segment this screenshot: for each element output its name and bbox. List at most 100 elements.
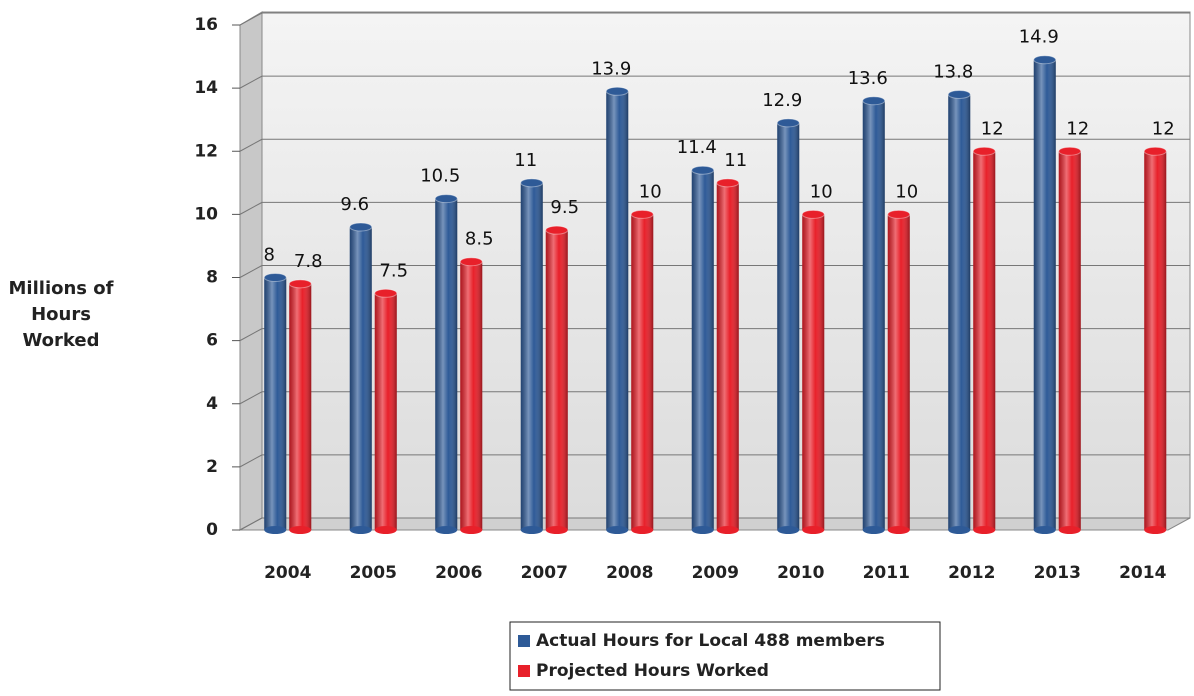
bar-shade bbox=[289, 283, 312, 530]
x-tick-label: 2008 bbox=[606, 563, 653, 583]
bar-top bbox=[459, 257, 483, 267]
y-tick-label: 16 bbox=[194, 15, 218, 35]
bar-base bbox=[606, 526, 629, 534]
value-label: 12.9 bbox=[762, 90, 802, 111]
bar-top bbox=[605, 86, 629, 96]
bar-shade bbox=[887, 214, 910, 530]
legend: Actual Hours for Local 488 members Projec… bbox=[509, 621, 941, 691]
x-tick-label: 2004 bbox=[264, 563, 311, 583]
y-tick-label: 10 bbox=[194, 204, 218, 224]
bar-top bbox=[801, 209, 825, 219]
value-label: 14.9 bbox=[1019, 27, 1059, 48]
grid-line bbox=[239, 201, 263, 215]
bar-top bbox=[691, 165, 715, 175]
bar-shade bbox=[1058, 151, 1081, 530]
bar-top bbox=[520, 178, 544, 188]
bar-top bbox=[716, 178, 740, 188]
bar-base bbox=[460, 526, 483, 534]
bar-shade bbox=[691, 170, 714, 530]
value-label: 12 bbox=[981, 118, 1004, 139]
bar-base bbox=[862, 526, 885, 534]
bar-top bbox=[947, 89, 971, 99]
bar-shade bbox=[435, 198, 458, 530]
value-label: 12 bbox=[1152, 118, 1175, 139]
bar-base bbox=[691, 526, 714, 534]
legend-box bbox=[509, 621, 941, 691]
bar-base bbox=[802, 526, 825, 534]
bar-base bbox=[631, 526, 654, 534]
bar-top bbox=[349, 222, 373, 232]
bar-base bbox=[264, 526, 287, 534]
x-tick-label: 2013 bbox=[1034, 563, 1081, 583]
grid-line bbox=[239, 265, 263, 278]
bar-shade bbox=[631, 214, 654, 530]
bar-base bbox=[1058, 526, 1081, 534]
bar-base bbox=[777, 526, 800, 534]
bar-shade bbox=[374, 293, 397, 530]
bar-top bbox=[887, 209, 911, 219]
bar-shade bbox=[802, 214, 825, 530]
bar-base bbox=[289, 526, 312, 534]
x-tick-label: 2005 bbox=[350, 563, 397, 583]
grid-line bbox=[239, 75, 263, 89]
bar-shade bbox=[1033, 59, 1056, 530]
bar-shade bbox=[973, 151, 996, 530]
y-tick-label: 4 bbox=[206, 394, 218, 414]
x-tick-label: 2014 bbox=[1119, 563, 1166, 583]
bar-top bbox=[1058, 146, 1082, 156]
y-tick-label: 2 bbox=[206, 457, 218, 477]
bar-base bbox=[716, 526, 739, 534]
bar-base bbox=[1033, 526, 1056, 534]
y-tick-label: 0 bbox=[206, 520, 218, 540]
bar-shade bbox=[716, 182, 739, 530]
grid-line bbox=[239, 517, 263, 531]
bar-base bbox=[545, 526, 568, 534]
bar-base bbox=[435, 526, 458, 534]
x-tick-label: 2010 bbox=[777, 563, 824, 583]
bar-shade bbox=[520, 182, 543, 530]
value-label: 8.5 bbox=[465, 229, 494, 250]
bar-top bbox=[1143, 146, 1167, 156]
bar-top bbox=[630, 209, 654, 219]
value-label: 13.9 bbox=[591, 58, 631, 79]
x-tick-label: 2009 bbox=[692, 563, 739, 583]
x-tick-label: 2011 bbox=[863, 563, 910, 583]
bar-shade bbox=[862, 100, 885, 530]
y-tick-label: 12 bbox=[194, 141, 218, 161]
value-label: 10 bbox=[810, 181, 833, 202]
bar-base bbox=[520, 526, 543, 534]
x-tick-label: 2006 bbox=[435, 563, 482, 583]
legend-swatch bbox=[518, 665, 530, 677]
value-label: 10.5 bbox=[420, 166, 460, 187]
x-tick-label: 2012 bbox=[948, 563, 995, 583]
bar-shade bbox=[777, 122, 800, 530]
value-label: 9.5 bbox=[550, 197, 579, 218]
bar-shade bbox=[460, 261, 483, 530]
bar-shade bbox=[1144, 151, 1167, 530]
y-tick-label: 14 bbox=[194, 78, 218, 98]
bar-base bbox=[887, 526, 910, 534]
grid-line bbox=[239, 454, 263, 468]
y-tick-label: 8 bbox=[206, 268, 218, 288]
bar-base bbox=[374, 526, 397, 534]
bar-top bbox=[374, 288, 398, 298]
value-label: 7.8 bbox=[294, 251, 323, 272]
value-label: 12 bbox=[1066, 118, 1089, 139]
grid-line bbox=[239, 12, 263, 26]
bar-top bbox=[972, 146, 996, 156]
value-label: 10 bbox=[895, 181, 918, 202]
value-label: 11 bbox=[724, 150, 747, 171]
value-label: 9.6 bbox=[340, 194, 369, 215]
bar-top bbox=[288, 279, 312, 289]
bar-base bbox=[973, 526, 996, 534]
bar-shade bbox=[264, 277, 287, 530]
grid-line bbox=[239, 391, 263, 405]
grid-line bbox=[239, 328, 263, 342]
bar-top bbox=[263, 273, 287, 282]
bar-shade bbox=[606, 91, 629, 530]
bar-top bbox=[1033, 55, 1057, 65]
value-label: 10 bbox=[639, 181, 662, 202]
value-label: 13.8 bbox=[933, 61, 973, 82]
